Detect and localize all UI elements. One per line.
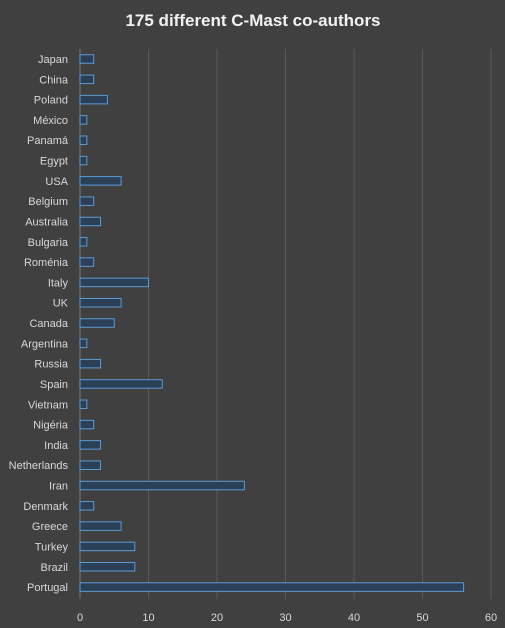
category-label: Portugal [27, 582, 68, 594]
bar-australia [79, 216, 102, 227]
category-label: UK [53, 298, 69, 310]
category-label: Spain [40, 379, 68, 391]
category-label: India [44, 440, 69, 452]
category-label: China [39, 74, 69, 86]
category-label: Australia [25, 216, 69, 228]
category-label: Iran [49, 481, 68, 493]
category-label: Bulgaria [28, 237, 69, 249]
bar-greece [79, 521, 122, 531]
bar-canada [79, 318, 115, 328]
bar-turkey [79, 541, 136, 552]
category-label: Panamá [27, 135, 69, 147]
bar-brazil [79, 562, 136, 572]
category-label: Italy [48, 277, 69, 289]
bar-egypt [79, 155, 88, 166]
x-tick-label: 50 [416, 612, 428, 624]
bar-usa [79, 176, 122, 186]
x-tick-label: 60 [485, 612, 497, 624]
x-tick-label: 40 [348, 612, 360, 624]
bars [79, 54, 465, 592]
bar-spain [79, 379, 163, 389]
category-label: Belgium [28, 196, 68, 208]
bar-rom-nia [79, 257, 95, 267]
category-label: Argentina [21, 338, 69, 350]
category-label: Roménia [24, 257, 69, 269]
bar-russia [79, 358, 102, 369]
x-axis-tick-labels: 0 10 20 30 40 50 60 [77, 612, 497, 624]
category-label: Greece [32, 521, 68, 533]
bar-nig-ria [79, 419, 95, 430]
bar-netherlands [79, 460, 102, 470]
x-tick-label: 10 [142, 612, 154, 624]
chart-title: 175 different C-Mast co-authors [125, 11, 380, 30]
category-label: USA [45, 176, 68, 188]
bar-iran [79, 480, 245, 491]
x-tick-label: 20 [211, 612, 223, 624]
bar-india [79, 440, 102, 450]
category-label: Japan [38, 54, 68, 66]
category-label: Denmark [23, 501, 68, 513]
category-label: Netherlands [9, 460, 69, 472]
bar-china [79, 74, 95, 85]
bar-denmark [79, 501, 95, 511]
bar-uk [79, 297, 122, 308]
bar-belgium [79, 196, 95, 206]
category-label: Vietnam [28, 399, 68, 411]
bar-japan [79, 54, 95, 64]
bar-argentina [79, 338, 88, 349]
category-label: Russia [34, 359, 69, 371]
x-tick-label: 0 [77, 612, 83, 624]
bar-panam- [79, 135, 88, 145]
category-label: Nigéria [33, 420, 69, 432]
bar-poland [79, 94, 108, 105]
category-label: Egypt [40, 156, 68, 168]
bar-m-xico [79, 115, 88, 125]
grid-lines [79, 49, 492, 599]
category-labels: Japan China Poland México Panamá Egypt USA Belg… [9, 54, 69, 594]
category-label: México [33, 115, 68, 127]
category-label: Brazil [40, 562, 68, 574]
bar-vietnam [79, 399, 88, 410]
category-label: Canada [29, 318, 68, 330]
x-tick-label: 30 [279, 612, 291, 624]
bar-italy [79, 277, 149, 288]
bar-bulgaria [79, 237, 88, 247]
bar-portugal [79, 582, 465, 592]
category-label: Poland [34, 95, 68, 107]
category-label: Turkey [35, 541, 69, 553]
